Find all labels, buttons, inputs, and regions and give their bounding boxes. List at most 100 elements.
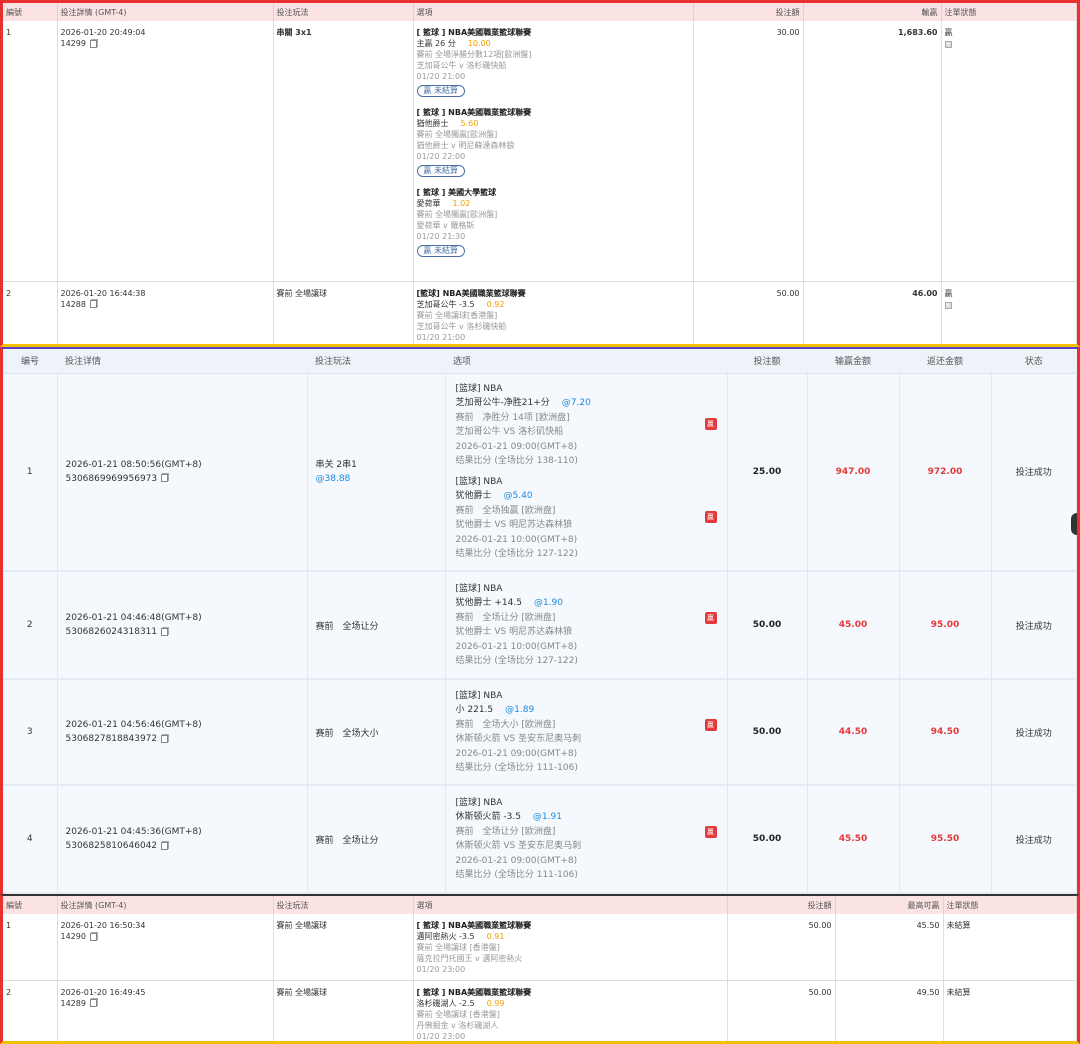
- stake: 50.00: [693, 281, 804, 344]
- market: 賽前 全場獨贏[歐洲盤]: [416, 210, 498, 219]
- status-text: 贏: [944, 288, 953, 298]
- pick: 猶他爵士: [416, 119, 449, 128]
- odds: 0.99: [486, 998, 505, 1008]
- table-row: 1 2026-01-20 20:49:04 14299 串關 3x1 [ 籃球 …: [3, 21, 1077, 282]
- copy-icon[interactable]: [89, 999, 97, 1007]
- bet-time: 2026-01-20 20:49:04: [60, 28, 146, 37]
- bet-type: 赛前 全场大小: [307, 679, 446, 786]
- result-score: 结果比分 (全场比分 127-122): [455, 656, 578, 666]
- pick: 芝加哥公牛-净胜21+分: [455, 398, 550, 409]
- expand-icon[interactable]: +: [944, 301, 952, 309]
- scroll-handle[interactable]: [1071, 513, 1077, 535]
- copy-icon[interactable]: [89, 39, 97, 48]
- stake: 50.00: [727, 785, 808, 894]
- bet-time: 2026-01-21 04:46:48(GMT+8): [65, 613, 202, 623]
- bet-detail: 2026-01-21 08:50:56(GMT+8) 5306869969956…: [57, 373, 308, 572]
- max-win: 49.50: [835, 980, 944, 1041]
- col-type: 投注玩法: [307, 349, 445, 374]
- col-status: 状态: [991, 349, 1077, 374]
- pick: 主贏 26 分: [416, 39, 456, 48]
- bet-status: 投注成功: [991, 571, 1077, 680]
- market: 赛前 净胜分 14项 [欧洲盘]: [455, 412, 570, 423]
- odds: 0.92: [486, 299, 505, 309]
- odds: 5.60: [460, 119, 479, 128]
- bet-id: 5306825810646042: [65, 841, 158, 851]
- leg: [ 籃球 ] NBA美國職業籃球聯賽 主贏 26 分 10.00 賽前 全場淨勝分…: [416, 27, 690, 97]
- copy-icon[interactable]: [161, 627, 169, 636]
- copy-icon[interactable]: [161, 474, 169, 483]
- result-score: 结果比分 (全场比分 127-122): [455, 549, 578, 560]
- leg: [篮球] NBA 芝加哥公牛-净胜21+分 @7.20 赛前 净胜分 14项 [欧…: [456, 382, 717, 469]
- bet-type: 赛前 全场让分: [307, 785, 446, 894]
- leg: [ 籃球 ] 美國大學籃球 愛荷華 1.02 賽前 全場獨贏[歐洲盤] 愛荷華 v…: [416, 187, 690, 257]
- leg: [篮球] NBA 休斯顿火箭 -3.5 @1.91 赛前 全场让分 [欧洲盘] 休…: [456, 796, 717, 883]
- bet-detail: 2026-01-20 16:49:45 14289: [57, 980, 274, 1041]
- col-status: 注單狀態: [941, 3, 1077, 21]
- max-win: 45.50: [835, 914, 944, 981]
- bet-status: 贏 +: [941, 21, 1077, 282]
- bet-time: 2026-01-20 16:49:45: [60, 987, 146, 997]
- bet-id: 14289: [60, 998, 86, 1008]
- pick: 洛杉磯湖人 -2.5: [416, 998, 475, 1008]
- stake: 25.00: [727, 373, 808, 572]
- market: 赛前 全场大小 [欧洲盘]: [455, 719, 556, 730]
- bet-table-3: 編號 投注詳情 (GMT-4) 投注玩法 選項 投注額 最高可贏 注單狀態 1 …: [3, 896, 1077, 1041]
- pick: 休斯顿火箭 -3.5: [455, 812, 521, 822]
- returned-amount: 972.00: [899, 373, 992, 572]
- win-amount: 1,683.60: [803, 21, 942, 282]
- col-no: 編號: [3, 3, 58, 21]
- bet-id: 5306869969956973: [65, 473, 158, 484]
- league: [ 籃球 ] NBA美國職業籃球聯賽: [416, 921, 532, 930]
- bet-selection: [籃球] NBA美國職業籃球聯賽 芝加哥公牛 -3.5 0.92 賽前 全場讓球[…: [413, 281, 694, 344]
- market: 赛前 全场让分 [欧洲盘]: [455, 612, 556, 623]
- match-date: 2026-01-21 10:00(GMT+8): [455, 641, 578, 652]
- col-max-win: 最高可贏: [835, 896, 944, 914]
- copy-icon[interactable]: [161, 841, 169, 850]
- odds: @1.91: [532, 812, 562, 822]
- odds: 1.02: [452, 199, 471, 208]
- league: [篮球] NBA: [455, 690, 503, 701]
- match-date: 01/20 21:00: [416, 332, 466, 342]
- bet-table-2: 编号 投注详情 投注玩法 选项 投注额 输赢金额 返还金额 状态 1 2026-…: [3, 349, 1077, 894]
- col-type: 投注玩法: [273, 3, 414, 21]
- leg-status-badge: 贏 未結算: [416, 165, 466, 177]
- match-date: 01/20 21:30: [416, 232, 466, 241]
- returned-amount: 94.50: [899, 679, 992, 786]
- winloss-amount: 44.50: [807, 679, 900, 786]
- bet-type: 賽前 全場讓球: [273, 281, 414, 344]
- col-result: 輸贏: [803, 3, 942, 21]
- win-badge: 赢: [704, 611, 717, 624]
- bet-selection: [篮球] NBA 小 221.5 @1.89 赛前 全场大小 [欧洲盘] 休斯顿火…: [445, 679, 728, 786]
- col-stake: 投注额: [727, 349, 807, 374]
- expand-icon[interactable]: +: [944, 41, 952, 48]
- market: 賽前 全場讓球 [香港盤]: [416, 1009, 500, 1019]
- result-score: 结果比分 (全场比分 111-106): [455, 870, 578, 880]
- bet-type: 賽前 全場讓球: [273, 914, 414, 981]
- pick: 邁阿密熱火 -3.5: [416, 932, 475, 941]
- leg: [篮球] NBA 小 221.5 @1.89 赛前 全场大小 [欧洲盘] 休斯顿火…: [456, 689, 717, 776]
- col-detail: 投注詳情 (GMT-4): [57, 3, 274, 21]
- league: [篮球] NBA: [455, 583, 503, 594]
- col-stake: 投注額: [727, 896, 836, 914]
- match: 猶他爵士 v 明尼蘇達森林狼: [416, 141, 515, 150]
- parlay-odds: @38.88: [315, 473, 351, 484]
- col-winloss: 输赢金额: [807, 349, 899, 374]
- copy-icon[interactable]: [89, 300, 97, 308]
- copy-icon[interactable]: [161, 734, 169, 743]
- market: 賽前 全場獨贏[歐洲盤]: [416, 130, 498, 139]
- bet-history-panel-1: 編號 投注詳情 (GMT-4) 投注玩法 選項 投注額 輸贏 注單狀態 1 20…: [0, 0, 1080, 347]
- match-date: 01/20 23:00: [416, 965, 466, 974]
- stake: 50.00: [727, 571, 808, 680]
- row-no: 2: [3, 980, 58, 1041]
- market: 赛前 全场让分 [欧洲盘]: [455, 826, 556, 837]
- row-no: 3: [3, 679, 58, 786]
- bet-type: 串關 3x1: [273, 21, 414, 282]
- table-row: 2 2026-01-20 16:49:45 14289 賽前 全場讓球 [ 籃球…: [3, 980, 1077, 1041]
- stake: 50.00: [727, 914, 836, 981]
- row-no: 2: [3, 571, 58, 680]
- bet-selection: [篮球] NBA 犹他爵士 +14.5 @1.90 赛前 全场让分 [欧洲盘] 犹…: [445, 571, 728, 680]
- col-type: 投注玩法: [273, 896, 414, 914]
- match: 芝加哥公牛 v 洛杉磯快船: [416, 61, 507, 70]
- copy-icon[interactable]: [89, 932, 97, 941]
- col-detail: 投注詳情 (GMT-4): [57, 896, 274, 914]
